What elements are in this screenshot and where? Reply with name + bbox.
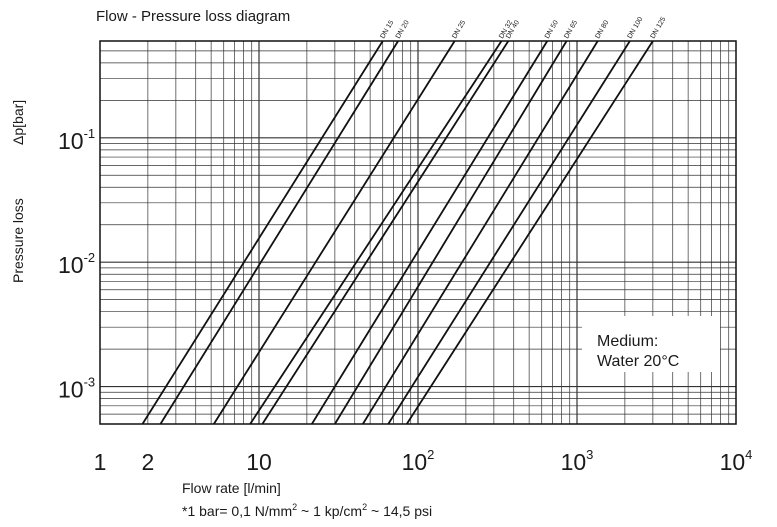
x-tick-base: 10 [402, 449, 428, 475]
series-label-dn125: DN 125 [650, 16, 668, 40]
x-tick-exponent: 2 [427, 447, 434, 462]
y-axis-label: Pressure loss Δp[bar] [10, 100, 26, 283]
x-tick-label: 1 [94, 449, 107, 475]
y-tick-base: 10 [58, 252, 84, 278]
series-line-dn80 [362, 40, 599, 425]
footnote-sup-1: 2 [292, 502, 297, 512]
y-tick-label: 10-2 [58, 250, 95, 278]
series-line-dn15 [141, 40, 384, 425]
x-tick-base: 10 [246, 449, 272, 475]
series-line-dn32 [249, 40, 503, 425]
chart-title: Flow - Pressure loss diagram [96, 8, 290, 25]
y-tick-exponent: -1 [84, 126, 96, 141]
x-tick-label: 103 [561, 447, 594, 475]
series-label-dn100: DN 100 [627, 16, 645, 40]
footnote-part-3: ~ 14,5 psi [367, 503, 432, 519]
x-tick-base: 10 [720, 449, 746, 475]
series-line-dn20 [159, 40, 399, 425]
y-axis-label-name: Pressure loss [10, 198, 26, 283]
x-tick-base: 1 [94, 449, 107, 475]
unit-footnote: *1 bar= 0,1 N/mm2 ~ 1 kp/cm2 ~ 14,5 psi [182, 502, 432, 519]
series-label-dn50: DN 50 [544, 19, 560, 40]
y-tick-label: 10-3 [58, 375, 95, 403]
y-tick-exponent: -2 [84, 250, 96, 265]
plot-frame [99, 40, 737, 425]
series-line-dn100 [387, 40, 631, 425]
series-line-dn65 [334, 40, 568, 425]
series-lines [141, 40, 654, 425]
x-tick-exponent: 4 [745, 447, 752, 462]
series-label-dn15: DN 15 [379, 19, 395, 40]
x-tick-labels: 1 2 10 102 103 104 [94, 447, 753, 475]
series-label-dn80: DN 80 [594, 19, 610, 40]
series-label-dn65: DN 65 [563, 19, 579, 40]
x-axis-label: Flow rate [l/min] [182, 480, 281, 496]
series-label-dn20: DN 20 [395, 19, 411, 40]
series-line-dn40 [261, 40, 510, 425]
footnote-part-2: ~ 1 kp/cm [297, 503, 362, 519]
x-tick-label: 104 [720, 447, 753, 475]
series-line-dn125 [406, 40, 654, 425]
y-tick-label: 10-1 [58, 126, 95, 154]
x-tick-exponent: 3 [586, 447, 593, 462]
y-tick-labels: 10-110-210-3 [58, 126, 95, 403]
x-tick-base: 10 [561, 449, 587, 475]
x-tick-label: 102 [402, 447, 435, 475]
footnote-part-1: *1 bar= 0,1 N/mm [182, 503, 292, 519]
y-tick-exponent: -3 [84, 375, 96, 390]
annotation-water: Water 20°C [597, 353, 679, 370]
annotation-box [582, 316, 720, 372]
x-tick-base: 2 [141, 449, 154, 475]
footnote-sup-2: 2 [362, 502, 367, 512]
x-tick-label: 10 [246, 449, 272, 475]
series-label-dn25: DN 25 [451, 19, 467, 40]
y-tick-base: 10 [58, 128, 84, 154]
grid [100, 41, 736, 424]
y-axis-label-unit: Δp[bar] [10, 100, 26, 145]
series-line-dn50 [311, 40, 549, 425]
x-tick-label: 2 [141, 449, 154, 475]
y-tick-base: 10 [58, 377, 84, 403]
series-line-dn25 [213, 40, 456, 425]
annotation-medium: Medium: [597, 333, 658, 350]
